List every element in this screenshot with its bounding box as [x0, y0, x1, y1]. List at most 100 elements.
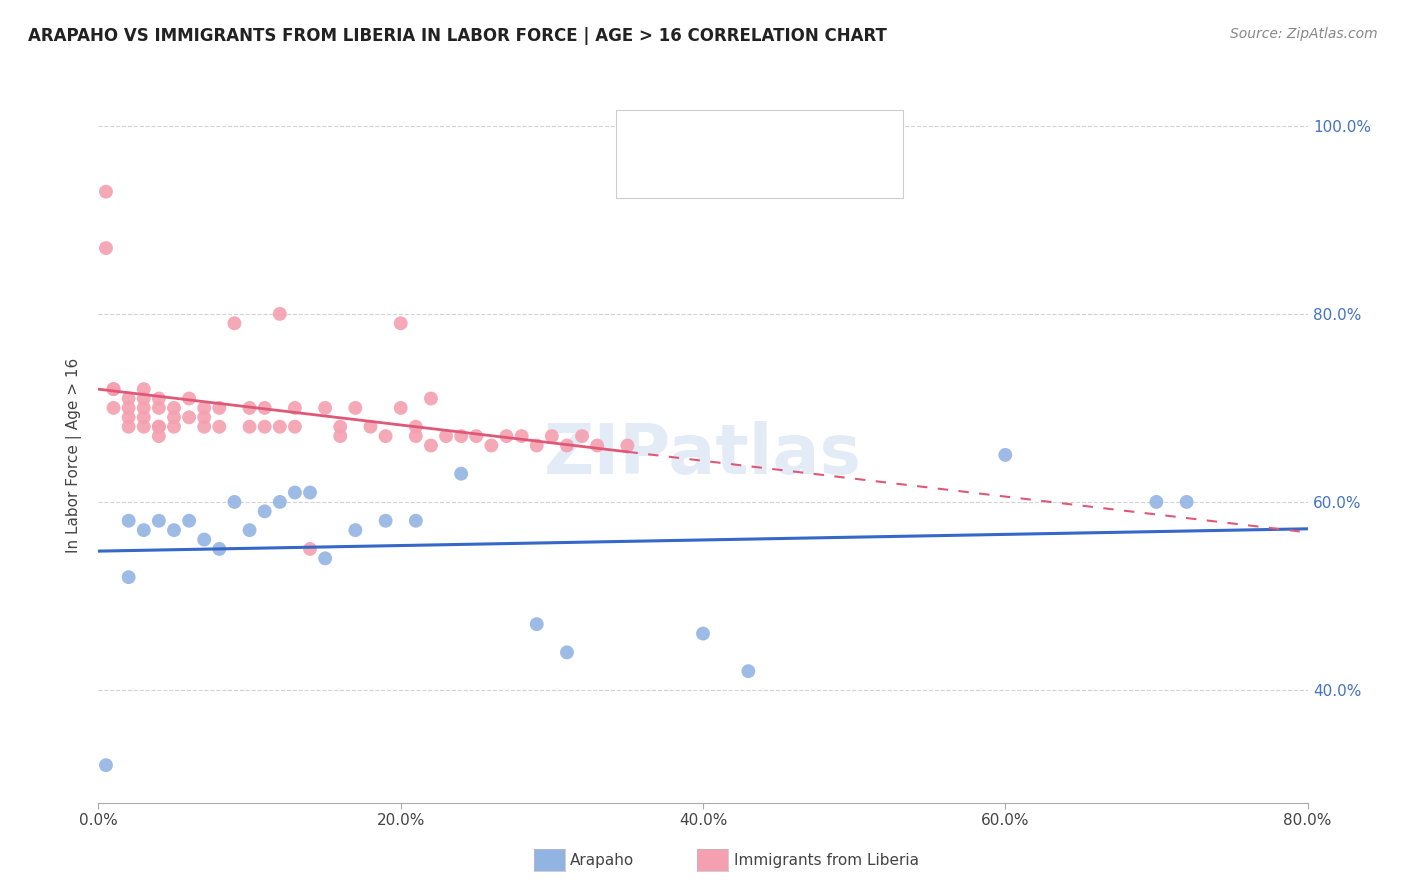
Point — [193, 419, 215, 434]
Point — [132, 523, 155, 537]
Point — [224, 316, 246, 330]
Point — [692, 626, 714, 640]
Point — [616, 438, 638, 452]
Point — [284, 485, 307, 500]
Text: ZIPatlas: ZIPatlas — [544, 421, 862, 489]
Point — [481, 438, 503, 452]
Text: ARAPAHO VS IMMIGRANTS FROM LIBERIA IN LABOR FORCE | AGE > 16 CORRELATION CHART: ARAPAHO VS IMMIGRANTS FROM LIBERIA IN LA… — [28, 27, 887, 45]
Point — [329, 419, 352, 434]
Point — [284, 401, 307, 415]
Point — [193, 410, 215, 425]
Point — [374, 429, 396, 443]
Y-axis label: In Labor Force | Age > 16: In Labor Force | Age > 16 — [66, 358, 83, 552]
Point — [571, 429, 593, 443]
Point — [1175, 495, 1198, 509]
Point — [450, 467, 472, 481]
Point — [94, 185, 117, 199]
Point — [253, 419, 276, 434]
Point — [253, 401, 276, 415]
Point — [299, 541, 322, 556]
Point — [329, 429, 352, 443]
Point — [994, 448, 1017, 462]
Point — [132, 419, 155, 434]
Point — [148, 429, 170, 443]
Text: -0.143: -0.143 — [707, 165, 762, 179]
Point — [94, 758, 117, 772]
Point — [163, 523, 186, 537]
Point — [239, 419, 262, 434]
Point — [132, 392, 155, 406]
Point — [526, 617, 548, 632]
Point — [163, 410, 186, 425]
Point — [495, 429, 517, 443]
Point — [405, 429, 427, 443]
Text: 27: 27 — [799, 127, 820, 141]
Point — [269, 495, 291, 509]
Point — [208, 401, 231, 415]
Point — [555, 438, 578, 452]
Point — [253, 504, 276, 518]
Point — [118, 392, 141, 406]
Text: R =: R = — [669, 127, 703, 141]
Point — [148, 514, 170, 528]
Point — [163, 419, 186, 434]
Text: N =: N = — [763, 127, 797, 141]
Point — [420, 392, 443, 406]
Point — [314, 551, 336, 566]
Point — [405, 514, 427, 528]
Text: 62: 62 — [799, 165, 820, 179]
Point — [132, 410, 155, 425]
Point — [118, 410, 141, 425]
Point — [526, 438, 548, 452]
Text: Source: ZipAtlas.com: Source: ZipAtlas.com — [1230, 27, 1378, 41]
Point — [360, 419, 382, 434]
Point — [1144, 495, 1167, 509]
Point — [148, 419, 170, 434]
Point — [737, 664, 759, 678]
Point — [389, 316, 412, 330]
Point — [510, 429, 533, 443]
Point — [314, 401, 336, 415]
Point — [94, 241, 117, 255]
Text: 0.054: 0.054 — [707, 127, 755, 141]
Point — [450, 429, 472, 443]
Point — [434, 429, 457, 443]
Text: Immigrants from Liberia: Immigrants from Liberia — [734, 854, 920, 868]
Text: R =: R = — [669, 165, 703, 179]
Point — [344, 401, 367, 415]
Point — [193, 533, 215, 547]
Point — [148, 401, 170, 415]
Point — [179, 410, 201, 425]
Point — [208, 541, 231, 556]
Point — [118, 419, 141, 434]
Point — [224, 495, 246, 509]
Point — [284, 419, 307, 434]
Point — [465, 429, 488, 443]
Point — [239, 401, 262, 415]
Point — [269, 419, 291, 434]
Point — [540, 429, 562, 443]
Point — [374, 514, 396, 528]
Point — [118, 514, 141, 528]
Point — [555, 645, 578, 659]
Point — [179, 514, 201, 528]
Point — [103, 401, 125, 415]
Point — [103, 382, 125, 396]
Point — [389, 401, 412, 415]
Text: Arapaho: Arapaho — [569, 854, 634, 868]
Point — [299, 485, 322, 500]
Point — [103, 382, 125, 396]
Point — [132, 382, 155, 396]
Point — [118, 401, 141, 415]
Point — [132, 401, 155, 415]
Point — [405, 419, 427, 434]
Point — [118, 570, 141, 584]
Point — [148, 392, 170, 406]
Point — [163, 401, 186, 415]
Point — [193, 401, 215, 415]
Point — [208, 419, 231, 434]
Point — [239, 523, 262, 537]
Text: N =: N = — [763, 165, 797, 179]
Point — [586, 438, 609, 452]
Point — [344, 523, 367, 537]
